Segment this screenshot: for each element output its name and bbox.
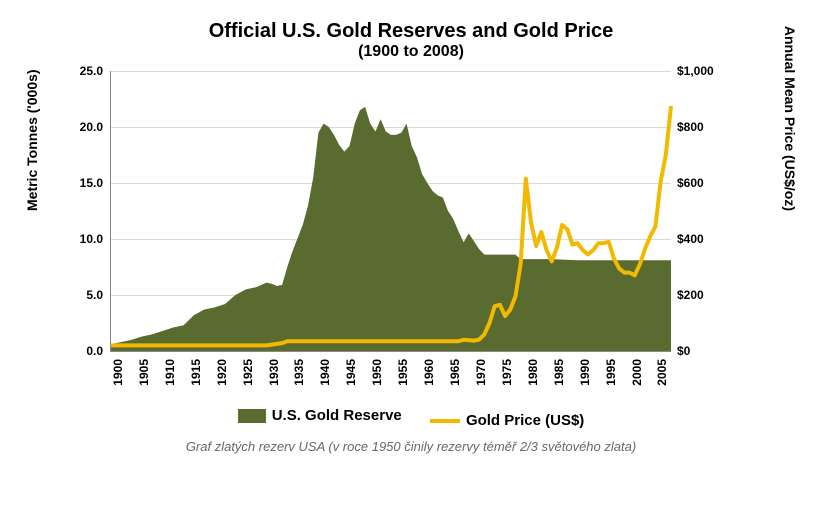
x-tick: 1930 [267,359,281,399]
caption: Graf zlatých rezerv USA (v roce 1950 čin… [20,439,802,454]
chart-subtitle: (1900 to 2008) [20,43,802,61]
y1-tick: 15.0 [61,176,103,190]
legend-item-area: U.S. Gold Reserve [238,407,402,424]
x-tick: 1925 [241,359,255,399]
y1-tick-labels: 0.05.010.015.020.025.0 [61,71,103,351]
y2-tick-labels: $0$200$400$600$800$1,000 [677,71,731,351]
x-tick: 1970 [474,359,488,399]
x-tick: 1980 [526,359,540,399]
y2-tick: $400 [677,232,731,246]
x-tick: 1965 [448,359,462,399]
area-series [111,107,671,351]
x-tick: 1915 [189,359,203,399]
x-tick: 1975 [500,359,514,399]
plot-wrap: Metric Tonnes ('000s) Annual Mean Price … [110,71,712,352]
x-tick: 1990 [578,359,592,399]
y2-tick: $0 [677,344,731,358]
legend-line-label: Gold Price (US$) [466,412,584,429]
y1-tick: 20.0 [61,120,103,134]
legend-area-label: U.S. Gold Reserve [272,407,402,424]
legend-item-line: Gold Price (US$) [430,412,584,429]
legend-swatch-area-icon [238,409,266,423]
x-tick: 1960 [422,359,436,399]
y1-axis-title: Metric Tonnes ('000s) [24,69,40,211]
x-tick: 2000 [630,359,644,399]
y2-tick: $800 [677,120,731,134]
x-tick: 1985 [552,359,566,399]
chart-svg [111,71,671,351]
legend-swatch-line-icon [430,419,460,423]
x-tick: 1910 [163,359,177,399]
x-tick: 1905 [137,359,151,399]
chart-title: Official U.S. Gold Reserves and Gold Pri… [20,20,802,43]
title-block: Official U.S. Gold Reserves and Gold Pri… [20,20,802,61]
x-tick: 1995 [604,359,618,399]
legend: U.S. Gold Reserve Gold Price (US$) [20,407,802,429]
chart-container: Official U.S. Gold Reserves and Gold Pri… [20,20,802,454]
y2-tick: $1,000 [677,64,731,78]
y1-tick: 5.0 [61,288,103,302]
x-tick: 1920 [215,359,229,399]
x-tick: 2005 [655,359,669,399]
x-tick: 1950 [370,359,384,399]
x-tick: 1955 [396,359,410,399]
x-tick: 1945 [344,359,358,399]
x-tick-labels: 1900 1905 1910 1915 1920 1925 1930 1935 1940 1945… [111,357,671,407]
x-tick: 1900 [111,359,125,399]
y1-tick: 0.0 [61,344,103,358]
y1-tick: 10.0 [61,232,103,246]
y2-axis-title: Annual Mean Price (US$/oz) [782,26,798,211]
x-tick: 1940 [318,359,332,399]
plot-area: 0.05.010.015.020.025.0 $0$200$400$600$80… [110,71,671,352]
y1-tick: 25.0 [61,64,103,78]
x-tick: 1935 [292,359,306,399]
y2-tick: $600 [677,176,731,190]
y2-tick: $200 [677,288,731,302]
